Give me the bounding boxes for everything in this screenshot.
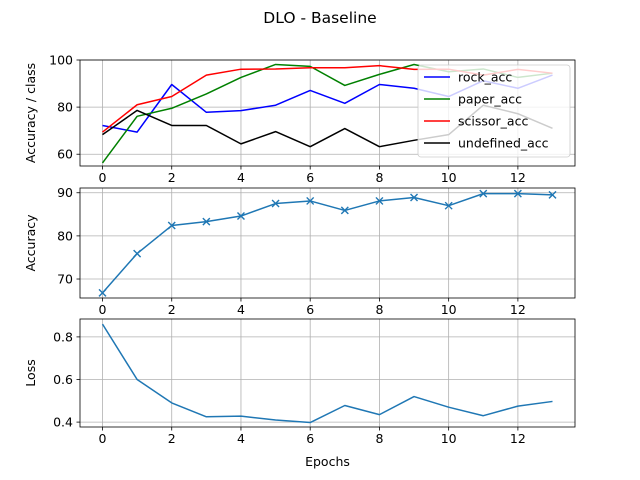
y-tick-label: 90: [57, 185, 73, 200]
figure-title: DLO - Baseline: [263, 9, 376, 27]
y-axis-label: Accuracy / class: [23, 63, 38, 163]
x-tick-label: 6: [306, 431, 314, 446]
x-tick-label: 2: [168, 431, 176, 446]
x-tick-label: 8: [375, 431, 383, 446]
data-point-marker: [306, 196, 315, 205]
legend-entry-label: undefined_acc: [458, 136, 549, 151]
y-tick-label: 70: [57, 272, 73, 287]
data-point-marker: [133, 249, 142, 258]
x-tick-label: 8: [375, 302, 383, 317]
series-line-series-0: [101, 192, 553, 294]
x-tick-label: 12: [510, 170, 526, 185]
legend-entry-label: paper_acc: [458, 92, 522, 107]
y-tick-label: 60: [57, 147, 73, 162]
accuracy-per-class-subplot: 0 2 4 6 8 10 12 60 80 100 Accuracy / class rock_acc…: [23, 53, 576, 185]
x-tick-label: 6: [306, 302, 314, 317]
data-point-marker: [513, 189, 522, 198]
x-tick-label: 2: [168, 302, 176, 317]
x-tick-label: 12: [510, 431, 526, 446]
data-point-marker: [98, 288, 107, 297]
x-tick-label: 10: [441, 302, 457, 317]
x-tick-label: 0: [99, 170, 107, 185]
y-tick-label: 80: [57, 228, 73, 243]
x-tick-label: 6: [306, 170, 314, 185]
legend: rock_acc paper_acc scissor_acc undefined_ac…: [417, 64, 571, 158]
x-tick-label: 12: [510, 302, 526, 317]
data-point-marker: [340, 206, 349, 215]
y-tick-label: 0.6: [53, 372, 73, 387]
x-tick-label: 10: [441, 170, 457, 185]
data-point-marker: [479, 189, 488, 198]
axes-frame: [79, 318, 576, 428]
data-point-marker: [548, 190, 557, 199]
axes-frame: [79, 187, 576, 299]
x-tick-label: 4: [237, 170, 245, 185]
series-line-series-0: [101, 323, 553, 424]
legend-entry-label: scissor_acc: [458, 114, 528, 129]
data-point-marker: [410, 193, 419, 202]
x-tick-label: 2: [168, 170, 176, 185]
loss-subplot: 0 2 4 6 8 10 12 0.4 0.6 0.8 Loss Epochs: [23, 318, 576, 469]
x-tick-label: 8: [375, 170, 383, 185]
x-tick-label: 0: [99, 431, 107, 446]
x-tick-label: 4: [237, 302, 245, 317]
x-tick-label: 10: [441, 431, 457, 446]
data-point-marker: [271, 199, 280, 208]
y-axis-label: Accuracy: [23, 214, 38, 272]
data-point-marker: [202, 217, 211, 226]
data-point-marker: [236, 212, 245, 221]
data-point-marker: [167, 221, 176, 230]
accuracy-subplot: 0 2 4 6 8 10 12 70 80 90 Accuracy: [23, 185, 576, 317]
x-tick-label: 4: [237, 431, 245, 446]
y-axis-label: Loss: [23, 359, 38, 386]
data-point-marker: [375, 196, 384, 205]
y-tick-label: 80: [57, 100, 73, 115]
y-tick-label: 100: [49, 53, 73, 68]
data-point-marker: [444, 201, 453, 210]
x-tick-label: 0: [99, 302, 107, 317]
legend-box: [417, 64, 571, 158]
legend-entry-label: rock_acc: [458, 70, 512, 85]
y-tick-label: 0.8: [53, 329, 73, 344]
x-axis-label: Epochs: [305, 454, 350, 469]
y-tick-label: 0.4: [53, 415, 73, 430]
axes-frame: [79, 59, 576, 167]
